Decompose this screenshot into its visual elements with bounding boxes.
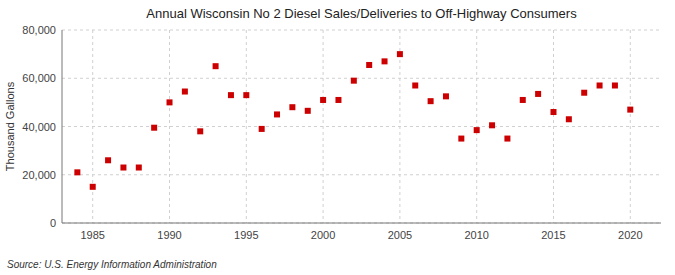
point bbox=[305, 108, 311, 114]
point bbox=[520, 97, 526, 103]
x-tick-label: 1990 bbox=[157, 229, 181, 241]
point bbox=[566, 116, 572, 122]
point bbox=[320, 97, 326, 103]
point bbox=[581, 90, 587, 96]
point bbox=[443, 93, 449, 99]
x-tick-label: 2000 bbox=[311, 229, 335, 241]
point bbox=[228, 92, 234, 98]
y-tick-label: 80,000 bbox=[22, 24, 56, 36]
y-tick-label: 0 bbox=[50, 217, 56, 229]
point bbox=[351, 78, 357, 84]
grid bbox=[62, 30, 661, 223]
x-grid-line bbox=[246, 30, 247, 223]
point bbox=[182, 89, 188, 95]
point bbox=[382, 58, 388, 64]
point bbox=[105, 157, 111, 163]
y-grid-line bbox=[62, 30, 661, 31]
point bbox=[428, 98, 434, 104]
axes: 0 20,000 40,000 60,000 80,000 1985 1990 1995 200… bbox=[22, 24, 661, 241]
point bbox=[489, 122, 495, 128]
point bbox=[289, 104, 295, 110]
point bbox=[612, 82, 618, 88]
point bbox=[167, 99, 173, 105]
point bbox=[213, 63, 219, 69]
x-grid-line bbox=[553, 30, 554, 223]
point bbox=[412, 82, 418, 88]
y-tick-label: 20,000 bbox=[22, 169, 56, 181]
x-axis-line bbox=[62, 223, 661, 224]
point bbox=[74, 169, 80, 175]
point bbox=[458, 136, 464, 142]
point bbox=[535, 91, 541, 97]
x-grid-line bbox=[92, 30, 93, 223]
x-tick-label: 2005 bbox=[388, 229, 412, 241]
x-grid-line bbox=[399, 30, 400, 223]
point bbox=[120, 165, 126, 171]
x-grid-line bbox=[476, 30, 477, 223]
y-grid-line bbox=[62, 174, 661, 175]
y-axis-line bbox=[62, 30, 63, 223]
x-grid-line bbox=[323, 30, 324, 223]
point bbox=[335, 97, 341, 103]
y-tick-label: 40,000 bbox=[22, 121, 56, 133]
point bbox=[550, 109, 556, 115]
point bbox=[474, 127, 480, 133]
x-grid-line bbox=[169, 30, 170, 223]
x-tick-label: 2020 bbox=[618, 229, 642, 241]
source-note: Source: U.S. Energy Information Administ… bbox=[7, 259, 217, 270]
point bbox=[366, 62, 372, 68]
point bbox=[597, 82, 603, 88]
point bbox=[243, 92, 249, 98]
x-grid-line bbox=[630, 30, 631, 223]
y-axis-label: Thousand Gallons bbox=[4, 81, 16, 171]
point bbox=[197, 128, 203, 134]
chart: Annual Wisconsin No 2 Diesel Sales/Deliv… bbox=[0, 0, 675, 275]
x-tick-label: 2015 bbox=[541, 229, 565, 241]
title: Annual Wisconsin No 2 Diesel Sales/Deliv… bbox=[146, 6, 577, 21]
point bbox=[397, 51, 403, 57]
y-grid-line bbox=[62, 223, 661, 224]
point bbox=[90, 184, 96, 190]
point bbox=[259, 126, 265, 132]
x-tick-label: 2010 bbox=[464, 229, 488, 241]
point bbox=[627, 107, 633, 113]
points bbox=[74, 51, 633, 190]
point bbox=[136, 165, 142, 171]
point bbox=[504, 136, 510, 142]
x-tick-label: 1985 bbox=[80, 229, 104, 241]
y-grid-line bbox=[62, 78, 661, 79]
x-tick-label: 1995 bbox=[234, 229, 258, 241]
y-tick-label: 60,000 bbox=[22, 72, 56, 84]
point bbox=[151, 125, 157, 131]
point bbox=[274, 111, 280, 117]
